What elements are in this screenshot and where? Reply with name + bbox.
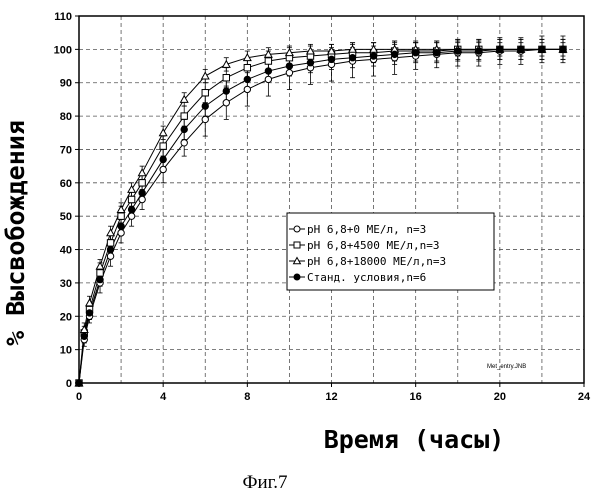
x-tick-label: 12 (325, 391, 337, 403)
data-point (107, 246, 113, 252)
data-point (391, 51, 397, 57)
x-tick-label: 20 (494, 391, 506, 403)
data-point (223, 75, 229, 81)
data-point (244, 86, 250, 92)
data-point (328, 56, 334, 62)
data-point (160, 166, 166, 172)
data-point (560, 46, 566, 52)
data-point (128, 206, 134, 212)
y-tick-label: 60 (60, 178, 72, 190)
x-tick-label: 16 (410, 391, 422, 403)
data-point (118, 213, 124, 219)
data-point (160, 143, 166, 149)
data-point (181, 126, 187, 132)
legend-label: Станд. условия,n=6 (307, 271, 426, 284)
data-point (223, 88, 229, 94)
data-point (97, 270, 103, 276)
data-point (265, 76, 271, 82)
data-point (202, 116, 208, 122)
data-point (107, 240, 113, 246)
x-tick-label: 8 (244, 391, 250, 403)
y-tick-label: 30 (60, 278, 72, 290)
data-point (244, 65, 250, 71)
y-tick-label: 40 (60, 245, 72, 257)
y-tick-label: 50 (60, 211, 72, 223)
data-point (223, 100, 229, 106)
data-point (286, 63, 292, 69)
data-point (349, 55, 355, 61)
data-point (370, 53, 376, 59)
data-point (159, 129, 166, 136)
data-point (139, 190, 145, 196)
data-point (107, 253, 113, 259)
y-axis-ticks: 0 10 20 30 40 50 60 70 80 90 100 110 (54, 11, 79, 390)
x-axis-ticks: 0 4 8 12 16 20 24 (76, 383, 591, 403)
data-point (128, 196, 134, 202)
legend-label: pH 6,8+18000 МЕ/л,n=3 (307, 255, 446, 268)
y-tick-label: 0 (66, 378, 72, 390)
data-point (265, 58, 271, 64)
y-tick-label: 90 (60, 78, 72, 90)
y-tick-label: 70 (60, 144, 72, 156)
data-point (497, 46, 503, 52)
x-tick-label: 0 (76, 391, 82, 403)
x-tick-label: 4 (160, 391, 167, 403)
y-tick-label: 100 (54, 44, 72, 56)
legend: pH 6,8+0 МЕ/л, n=3 pH 6,8+4500 МЕ/л,n=3 pH… (287, 213, 494, 290)
data-point (202, 90, 208, 96)
legend-label: pH 6,8+0 МЕ/л, n=3 (307, 223, 426, 236)
y-tick-label: 10 (60, 345, 72, 357)
data-point (97, 276, 103, 282)
data-point (86, 310, 92, 316)
file-annotation: Met_entry.JNB (487, 364, 526, 370)
data-point (160, 156, 166, 162)
data-point (118, 230, 124, 236)
data-point (181, 113, 187, 119)
data-point (202, 72, 209, 79)
data-point (244, 76, 250, 82)
y-tick-label: 110 (54, 11, 72, 23)
data-point (81, 333, 87, 339)
data-point (128, 186, 135, 193)
data-point (181, 140, 187, 146)
data-point (202, 103, 208, 109)
data-point (518, 46, 524, 52)
data-point (118, 223, 124, 229)
data-point (139, 180, 145, 186)
y-tick-label: 20 (60, 311, 72, 323)
data-point (307, 60, 313, 66)
data-point (265, 68, 271, 74)
data-point (294, 242, 300, 248)
data-point (117, 206, 124, 213)
data-point (286, 70, 292, 76)
data-point (455, 48, 461, 54)
data-point (294, 274, 300, 280)
data-point (128, 213, 134, 219)
x-axis-title: Время (часы) (324, 425, 505, 454)
data-point (107, 229, 114, 236)
data-point (139, 196, 145, 202)
data-point (476, 48, 482, 54)
data-point (412, 50, 418, 56)
y-tick-label: 80 (60, 111, 72, 123)
y-axis-title: % Высвобождения (1, 120, 30, 346)
data-point (434, 50, 440, 56)
figure-caption: Фиг.7 (242, 472, 287, 493)
data-point (539, 46, 545, 52)
data-point (138, 169, 145, 176)
data-point (294, 226, 300, 232)
x-tick-label: 24 (578, 391, 591, 403)
legend-label: pH 6,8+4500 МЕ/л,n=3 (307, 239, 439, 252)
